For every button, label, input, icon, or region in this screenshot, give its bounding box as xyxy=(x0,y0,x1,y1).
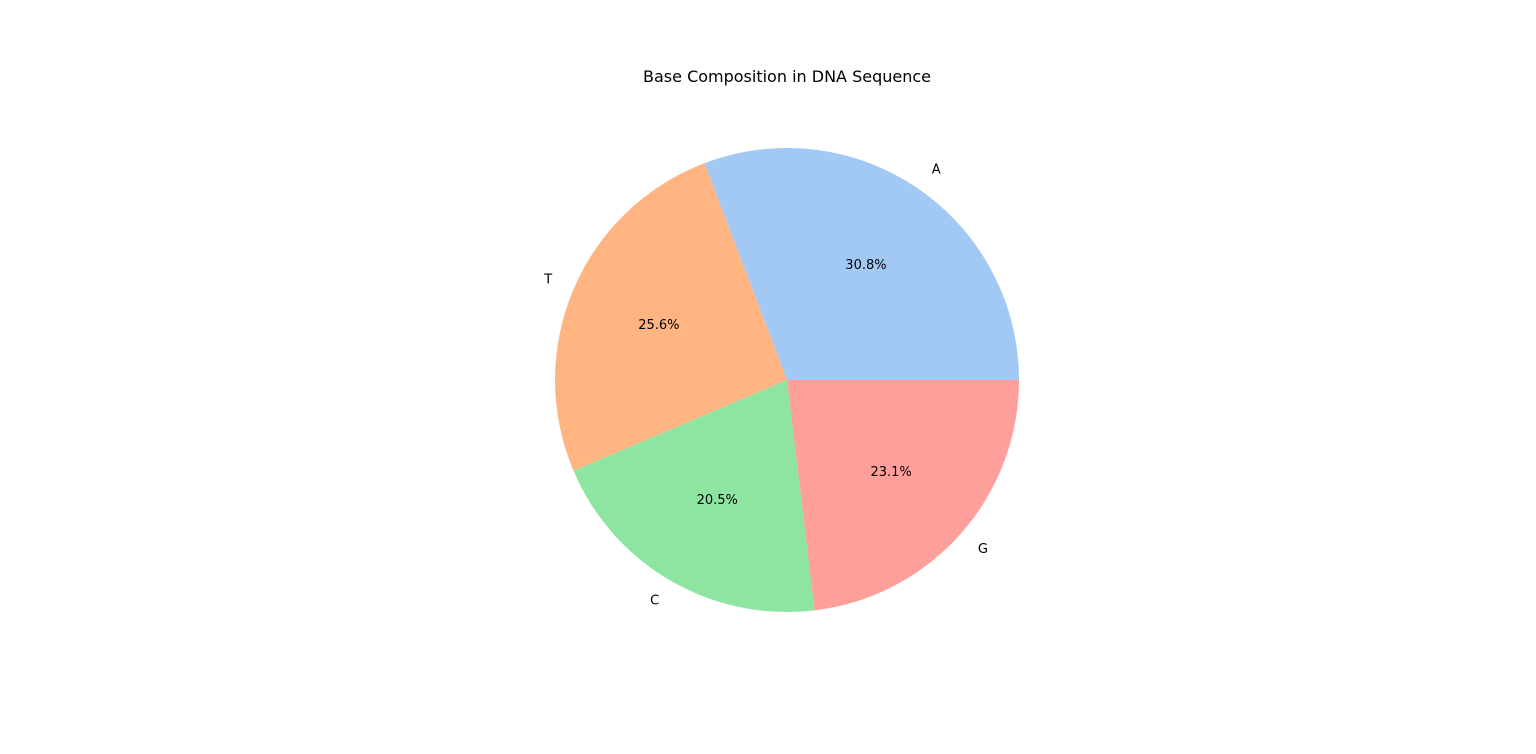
percent-label-g: 23.1% xyxy=(870,465,911,480)
pie-slice-g xyxy=(787,380,1019,611)
percent-label-a: 30.8% xyxy=(845,258,886,273)
pie-slices xyxy=(555,147,1019,612)
slice-label-g: G xyxy=(978,542,988,557)
pie-slice-c xyxy=(573,380,815,612)
slice-label-t: T xyxy=(543,273,552,288)
slice-label-a: A xyxy=(932,162,941,177)
pie-slice-t xyxy=(555,163,787,471)
percent-label-t: 25.6% xyxy=(638,318,679,333)
pie-slice-a xyxy=(704,147,1019,380)
percent-label-c: 20.5% xyxy=(697,493,738,508)
slice-label-c: C xyxy=(650,593,659,608)
pie-labels: A 30.8% T 25.6% C 20.5% G 23.1% xyxy=(543,162,988,608)
chart-title: Base Composition in DNA Sequence xyxy=(643,67,931,86)
